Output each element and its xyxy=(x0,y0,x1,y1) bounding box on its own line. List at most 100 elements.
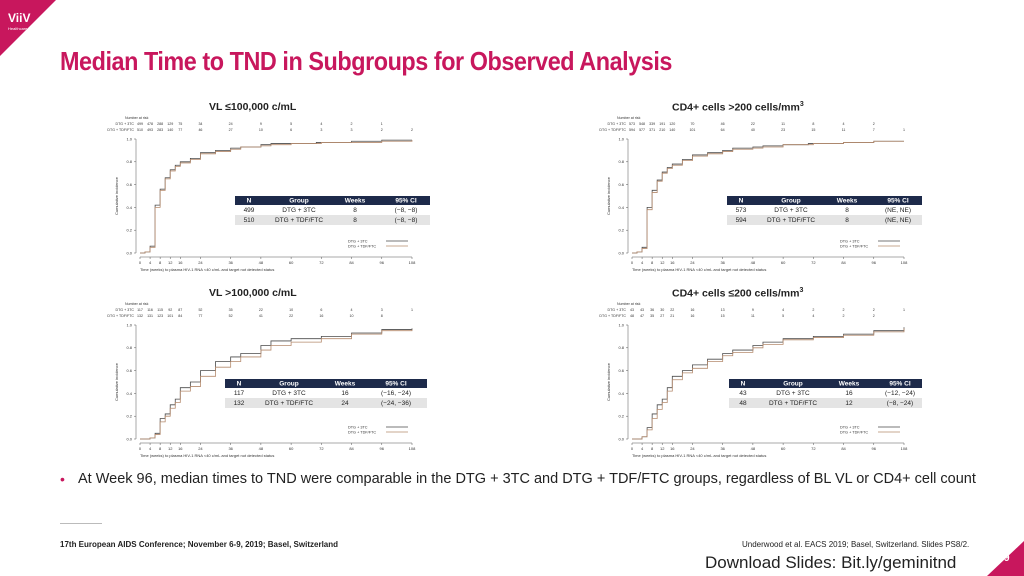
risk-row-label: DTG + 3TC xyxy=(116,122,135,126)
risk-row-label: DTG + 3TC xyxy=(608,122,627,126)
table-cell: 8 xyxy=(353,217,357,224)
risk-count: 548 xyxy=(639,122,645,126)
legend-label: DTG + 3TC xyxy=(840,239,860,243)
download-link[interactable]: Download Slides: Bit.ly/geminitnd xyxy=(705,553,957,572)
risk-count: 43 xyxy=(640,308,644,312)
table-header-cell: 95% CI xyxy=(395,198,417,205)
table-cell: (NE, NE) xyxy=(885,217,911,224)
risk-count: 116 xyxy=(147,308,153,312)
risk-count: 27 xyxy=(229,128,233,132)
x-tick-label: 16 xyxy=(178,446,183,451)
x-tick-label: 8 xyxy=(159,446,162,451)
x-tick-label: 24 xyxy=(690,260,695,265)
risk-count: 16 xyxy=(319,314,323,318)
legend-label: DTG + TDF/FTC xyxy=(348,244,376,248)
table-header-cell: Group xyxy=(279,381,299,388)
legend-label: DTG + TDF/FTC xyxy=(348,430,376,434)
risk-count: 35 xyxy=(650,314,654,318)
risk-count: 1 xyxy=(381,122,383,126)
risk-count: 24 xyxy=(229,122,233,126)
risk-count: 2 xyxy=(411,128,413,132)
risk-count: 4 xyxy=(782,308,784,312)
x-axis-label: Time (weeks) to plasma HIV-1 RNA <40 c/m… xyxy=(632,453,766,458)
risk-count: 1 xyxy=(903,308,905,312)
panel-title-vl-low: VL ≤100,000 c/mL xyxy=(209,101,297,113)
risk-count: 117 xyxy=(137,308,143,312)
bullet-dot-icon: • xyxy=(60,471,65,487)
risk-count: 2 xyxy=(843,314,845,318)
summary-bullet: • At Week 96, median times to TND were c… xyxy=(60,469,1000,490)
table-cell: DTG + TDF/FTC xyxy=(769,400,817,407)
risk-count: 371 xyxy=(649,128,655,132)
risk-count: 84 xyxy=(178,314,182,318)
risk-count: 4 xyxy=(812,314,814,318)
x-tick-label: 108 xyxy=(901,446,908,451)
y-tick-label: 0.8 xyxy=(618,345,624,350)
y-tick-label: 1.0 xyxy=(126,322,132,327)
risk-count: 5 xyxy=(290,122,292,126)
risk-count: 43 xyxy=(630,308,634,312)
risk-count: 1 xyxy=(411,308,413,312)
table-cell: 43 xyxy=(739,390,747,397)
series-line xyxy=(140,140,413,254)
x-tick-label: 0 xyxy=(631,260,634,265)
table-cell: 12 xyxy=(845,400,853,407)
risk-count: 101 xyxy=(689,128,695,132)
risk-count: 64 xyxy=(721,128,725,132)
risk-count: 6 xyxy=(320,308,322,312)
y-tick-label: 0.4 xyxy=(618,205,624,210)
risk-count: 191 xyxy=(659,122,665,126)
table-header-cell: Group xyxy=(783,381,803,388)
table-cell: 8 xyxy=(845,217,849,224)
table-cell: (−8, −8) xyxy=(395,217,418,224)
table-cell: (−16, −24) xyxy=(381,390,411,397)
risk-count: 2 xyxy=(873,122,875,126)
risk-count: 140 xyxy=(167,128,173,132)
x-tick-label: 48 xyxy=(751,446,756,451)
x-tick-label: 24 xyxy=(198,260,203,265)
km-plot-vl-low: Number at risk DTG + 3TC 499 478 288 129 75 34 2… xyxy=(90,115,430,280)
risk-header: Number at risk xyxy=(125,302,149,306)
y-axis-label: Cumulative incidence xyxy=(606,362,611,401)
risk-count: 7 xyxy=(873,128,875,132)
page-number: 9 xyxy=(1004,553,1010,564)
risk-count: 16 xyxy=(690,314,694,318)
table-cell: 132 xyxy=(234,400,245,407)
risk-count: 22 xyxy=(751,122,755,126)
km-plot-cd4-low: Number at risk DTG + 3TC 43 43 36 30 22 16 13 9 4 2… xyxy=(582,301,922,466)
table-cell: 16 xyxy=(341,390,349,397)
legend-label: DTG + 3TC xyxy=(840,425,860,429)
table-header-cell: N xyxy=(247,198,252,205)
y-tick-label: 0.4 xyxy=(126,205,132,210)
y-tick-label: 0.4 xyxy=(618,391,624,396)
risk-count: 77 xyxy=(198,314,202,318)
y-tick-label: 0.6 xyxy=(126,182,132,187)
risk-count: 594 xyxy=(629,128,635,132)
risk-count: 22 xyxy=(670,308,674,312)
x-axis-label: Time (weeks) to plasma HIV-1 RNA <40 c/m… xyxy=(140,267,274,272)
x-tick-label: 36 xyxy=(228,446,233,451)
risk-row-label: DTG + TDF/FTC xyxy=(107,128,134,132)
citation-footer: Underwood et al. EACS 2019; Basel, Switz… xyxy=(742,540,970,549)
series-line xyxy=(140,329,413,440)
risk-count: 13 xyxy=(721,308,725,312)
table-header-cell: 95% CI xyxy=(385,381,407,388)
risk-count: 101 xyxy=(167,314,173,318)
risk-count: 8 xyxy=(812,122,814,126)
risk-count: 16 xyxy=(690,308,694,312)
x-tick-label: 24 xyxy=(690,446,695,451)
risk-count: 9 xyxy=(260,122,262,126)
y-tick-label: 0.8 xyxy=(126,345,132,350)
legend-label: DTG + TDF/FTC xyxy=(840,244,868,248)
y-tick-label: 0.4 xyxy=(126,391,132,396)
table-cell: (−24, −36) xyxy=(381,400,411,407)
risk-row-label: DTG + 3TC xyxy=(116,308,135,312)
table-cell: DTG + TDF/FTC xyxy=(275,217,323,224)
y-tick-label: 0.2 xyxy=(126,414,132,419)
panel-title-cd4-high: CD4+ cells >200 cells/mm3 xyxy=(672,101,804,114)
risk-count: 41 xyxy=(259,314,263,318)
risk-count: 129 xyxy=(167,122,173,126)
y-tick-label: 1.0 xyxy=(618,322,624,327)
risk-count: 2 xyxy=(812,308,814,312)
x-tick-label: 8 xyxy=(159,260,162,265)
